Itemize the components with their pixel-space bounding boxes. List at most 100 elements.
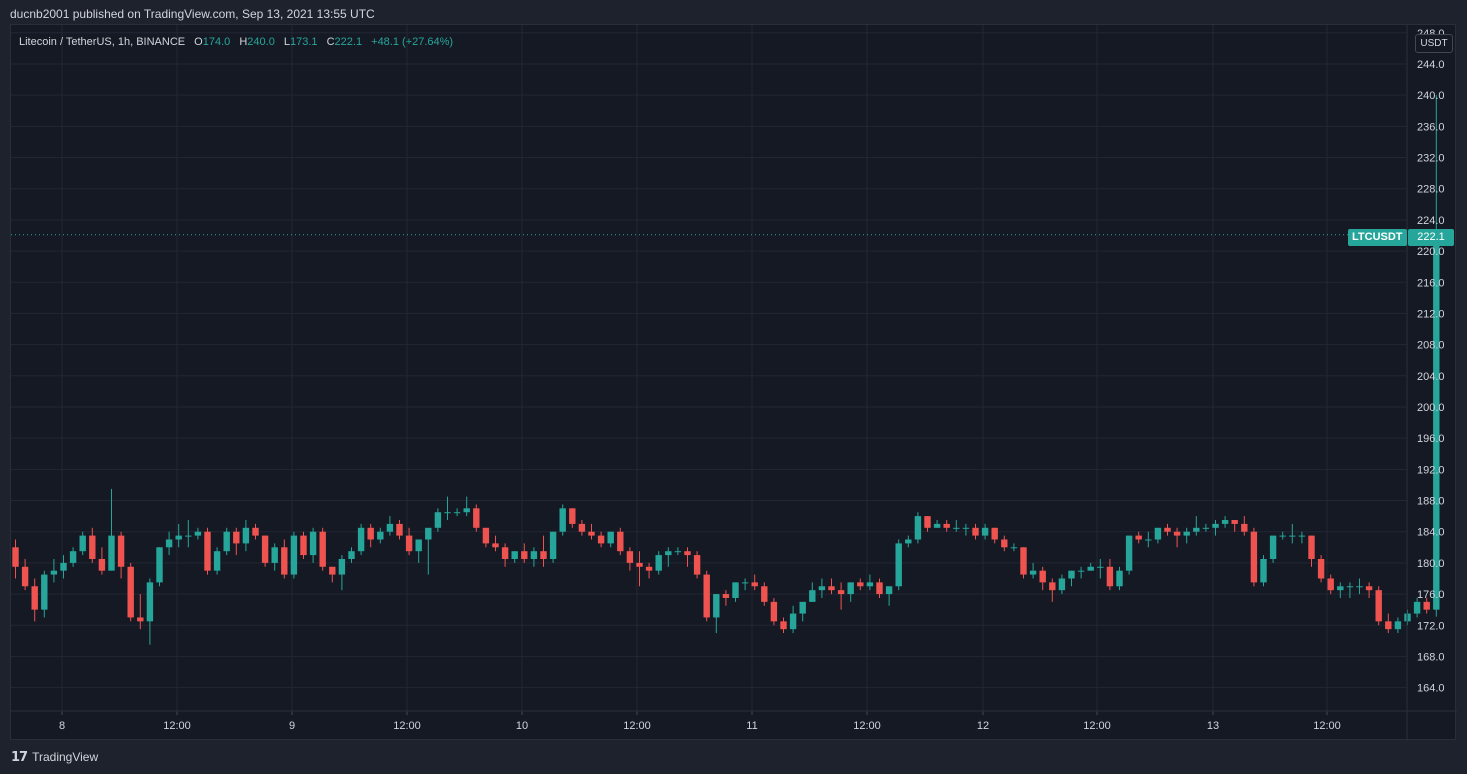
candle	[1433, 95, 1440, 617]
publisher-line: ducnb2001 published on TradingView.com, …	[10, 7, 375, 21]
price-tick-label: 236.0	[1417, 121, 1445, 133]
price-tick-label: 244.0	[1417, 59, 1445, 71]
candle-body	[521, 551, 528, 559]
time-tick-label: 12:00	[853, 720, 881, 732]
candle	[89, 527, 96, 563]
candlestick-chart[interactable]: 248.0244.0240.0236.0232.0228.0224.0220.0…	[11, 25, 1457, 741]
candle-body	[962, 527, 970, 529]
candle	[895, 539, 902, 591]
chart-area[interactable]: 248.0244.0240.0236.0232.0228.0224.0220.0…	[10, 24, 1457, 741]
candle	[789, 605, 797, 634]
candle	[1058, 574, 1066, 595]
candle	[674, 547, 682, 556]
candle	[146, 578, 154, 645]
candles	[12, 95, 1440, 645]
time-tick-label: 9	[289, 720, 295, 732]
candle-body	[674, 551, 682, 553]
candle-body	[636, 562, 643, 567]
candle	[463, 496, 470, 517]
candle	[713, 594, 720, 634]
candle-body	[559, 508, 566, 532]
candle	[1279, 531, 1286, 540]
candle-body	[1010, 547, 1018, 549]
candle-body	[1423, 601, 1430, 610]
candle-body	[885, 586, 893, 595]
candle-body	[799, 601, 806, 614]
candle	[521, 543, 528, 563]
candle	[21, 558, 29, 591]
candle-body	[645, 566, 653, 571]
candle	[1260, 555, 1267, 587]
candle	[665, 547, 672, 567]
price-tick-label: 164.0	[1417, 683, 1445, 695]
candle	[1394, 617, 1402, 634]
currency-unit-button[interactable]: USDT	[1415, 34, 1453, 53]
candle	[1298, 531, 1306, 544]
price-tick-label: 228.0	[1417, 184, 1445, 196]
candle-body	[972, 527, 979, 536]
candle-body	[943, 523, 950, 528]
tradingview-logo[interactable]: 17 TradingView	[11, 749, 98, 765]
candle-body	[1116, 570, 1123, 587]
legend-open-key: O	[194, 36, 203, 48]
candle	[1221, 516, 1229, 528]
candle	[645, 562, 653, 579]
tradingview-logo-text: TradingView	[32, 750, 99, 764]
candle-body	[569, 508, 576, 524]
candle	[367, 523, 374, 548]
candle-body	[905, 539, 912, 544]
candle	[617, 527, 624, 556]
candle-body	[1087, 566, 1094, 571]
candle	[1097, 558, 1104, 579]
candle-body	[847, 582, 854, 595]
candle	[991, 527, 998, 544]
candle	[799, 601, 806, 622]
candle	[540, 535, 547, 567]
candle	[962, 523, 970, 536]
candle	[1154, 527, 1162, 544]
candle	[559, 504, 566, 536]
candle	[1241, 516, 1248, 536]
candle	[1308, 535, 1315, 567]
candle-body	[1308, 535, 1315, 559]
candle	[1423, 597, 1430, 614]
candle-body	[1433, 234, 1440, 610]
price-tick-label: 240.0	[1417, 90, 1445, 102]
candle-body	[492, 543, 499, 548]
candle-body	[722, 594, 730, 598]
candle	[914, 512, 922, 544]
legend-symbol: Litecoin / TetherUS, 1h, BINANCE	[19, 36, 186, 48]
candle	[933, 520, 941, 528]
time-tick-label: 8	[59, 720, 65, 732]
candle	[137, 594, 144, 630]
candle-body	[60, 562, 67, 571]
candle	[1125, 535, 1133, 575]
candle-body	[1173, 531, 1181, 536]
candle	[1068, 570, 1075, 587]
candle-body	[156, 547, 163, 583]
candle-body	[1135, 535, 1142, 540]
candle-body	[1269, 535, 1277, 559]
candle	[1356, 578, 1363, 595]
candle	[1106, 558, 1114, 591]
candle-body	[895, 543, 902, 587]
candle-body	[1058, 578, 1066, 591]
candle	[1231, 520, 1238, 532]
candle-body	[1356, 586, 1363, 588]
candle-body	[1106, 566, 1114, 587]
time-tick-label: 11	[746, 720, 757, 732]
candle-body	[780, 621, 787, 630]
candle-body	[444, 512, 451, 514]
candle	[761, 582, 768, 606]
time-tick-label: 12:00	[623, 720, 651, 732]
price-tick-label: 188.0	[1417, 496, 1445, 508]
candle-body	[732, 582, 739, 598]
candle	[79, 531, 86, 556]
candle	[50, 558, 58, 583]
candle	[405, 527, 413, 556]
candle	[127, 562, 134, 622]
candle	[357, 523, 365, 556]
time-tick-label: 12:00	[1083, 720, 1111, 732]
candle-body	[597, 535, 605, 544]
candle	[837, 582, 845, 610]
